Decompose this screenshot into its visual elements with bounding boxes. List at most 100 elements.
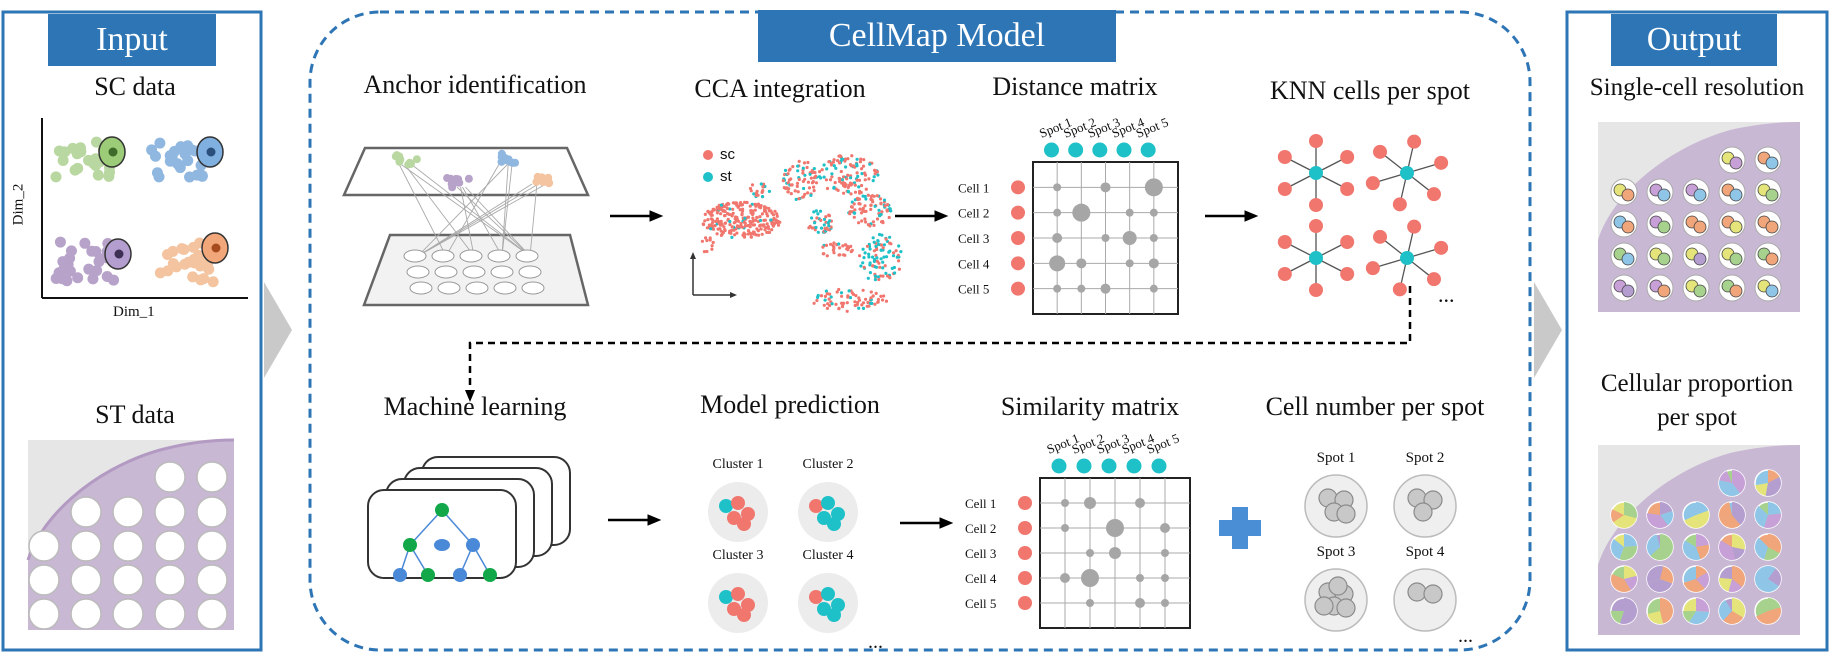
knn-cell <box>1340 267 1355 281</box>
distance-bubble <box>1149 234 1158 242</box>
st-spot <box>154 461 186 493</box>
single-cell-output-image <box>1598 122 1800 312</box>
st-spot <box>112 496 144 528</box>
distance-bubble <box>1053 183 1062 192</box>
cca-legend-st: st <box>720 168 732 185</box>
knn-cell <box>1309 134 1323 148</box>
tree-node <box>434 539 450 551</box>
knn-figure: ... <box>1277 134 1455 307</box>
distance-bubble <box>1053 208 1062 217</box>
output-frame <box>1565 10 1829 652</box>
similarity-spot-dot <box>1076 458 1092 474</box>
flow-arrows <box>608 210 1259 529</box>
cluster-cell <box>719 499 733 513</box>
knn-cell <box>1365 176 1380 191</box>
knn-cell <box>1340 150 1355 164</box>
cca-legend-sc: sc <box>720 146 735 163</box>
st-spot <box>154 564 186 596</box>
similarity-cell-label: Cell 5 <box>965 596 996 611</box>
distance-cell-dot <box>1011 256 1025 271</box>
cluster-cell <box>731 587 745 601</box>
cellnum-spot-label: Spot 4 <box>1406 544 1445 560</box>
st-spot <box>28 564 60 596</box>
st-spot <box>154 496 186 528</box>
knn-cell <box>1309 283 1323 297</box>
similarity-bubble <box>1161 574 1169 582</box>
distance-bubble <box>1100 283 1111 294</box>
distance-cell-label: Cell 5 <box>958 282 989 297</box>
machine-learning-figure <box>367 456 571 582</box>
cluster-circle <box>798 482 858 542</box>
cluster-cell <box>809 499 823 513</box>
st-spot <box>70 564 102 596</box>
knn-cell <box>1392 282 1407 297</box>
cluster-label: Cluster 2 <box>803 457 854 472</box>
similarity-bubble <box>1061 524 1069 532</box>
knn-cell <box>1365 261 1380 276</box>
cellnum-cell <box>1407 582 1427 602</box>
cellnum-cell <box>1423 584 1443 604</box>
output-single-cell-title: Single-cell resolution <box>1589 74 1805 101</box>
step-cca-integration: CCA integration <box>694 74 866 103</box>
knn-cell <box>1407 219 1422 234</box>
cluster-circle <box>798 573 858 633</box>
cluster-cell <box>827 517 841 531</box>
st-spot <box>196 564 228 596</box>
distance-bubble <box>1053 284 1062 293</box>
st-spot <box>196 461 228 493</box>
tree-node <box>466 538 480 552</box>
sc-ylabel: Dim_2 <box>10 183 27 226</box>
distance-spot-dot <box>1140 142 1156 158</box>
st-spot <box>196 496 228 528</box>
distance-cell-label: Cell 4 <box>958 256 990 271</box>
distance-spot-dot <box>1044 142 1059 158</box>
step-distance-matrix: Distance matrix <box>992 72 1158 101</box>
similarity-spot-dot <box>1126 458 1142 474</box>
similarity-bubble <box>1109 547 1121 559</box>
similarity-bubble <box>1060 573 1070 583</box>
cca-umap-figure <box>690 150 903 313</box>
st-spot <box>112 564 144 596</box>
knn-cell <box>1309 219 1323 233</box>
st-spot <box>196 530 228 562</box>
proportion-output-image <box>1598 445 1800 635</box>
similarity-bubble <box>1160 523 1170 533</box>
similarity-bubble <box>1086 599 1094 607</box>
st-spot <box>112 530 144 562</box>
tree-node <box>453 568 467 582</box>
cluster-cell <box>821 587 835 601</box>
distance-spot-dot <box>1092 142 1108 158</box>
cluster-circle <box>708 573 768 633</box>
cluster-cell <box>827 608 841 622</box>
knn-spot <box>1309 251 1323 265</box>
knn-ellipsis: ... <box>1438 282 1455 307</box>
knn-cell <box>1373 229 1388 244</box>
st-spot <box>70 496 102 528</box>
distance-bubble <box>1072 203 1091 222</box>
distance-bubble <box>1125 208 1134 217</box>
knn-cell <box>1277 182 1292 196</box>
distance-cell-dot <box>1011 205 1025 220</box>
output-header: Output <box>1611 14 1777 66</box>
knn-cell <box>1426 187 1441 202</box>
cellnum-cell <box>1413 502 1433 522</box>
distance-bubble <box>1049 255 1066 272</box>
distance-bubble <box>1149 208 1158 217</box>
similarity-bubble <box>1106 519 1124 537</box>
distance-bubble <box>1100 182 1111 193</box>
output-proportion-title-2: per spot <box>1657 404 1737 431</box>
similarity-bubble <box>1161 599 1169 607</box>
distance-bubble <box>1052 233 1063 243</box>
model-to-output-chevron <box>1534 282 1562 378</box>
knn-cell <box>1277 267 1292 281</box>
st-spot <box>154 530 186 562</box>
distance-cell-label: Cell 3 <box>958 231 989 246</box>
knn-cell <box>1426 272 1441 287</box>
distance-bubble <box>1144 178 1163 197</box>
input-header: Input <box>48 14 216 66</box>
distance-bubble <box>1076 258 1087 269</box>
knn-cell <box>1277 150 1292 164</box>
